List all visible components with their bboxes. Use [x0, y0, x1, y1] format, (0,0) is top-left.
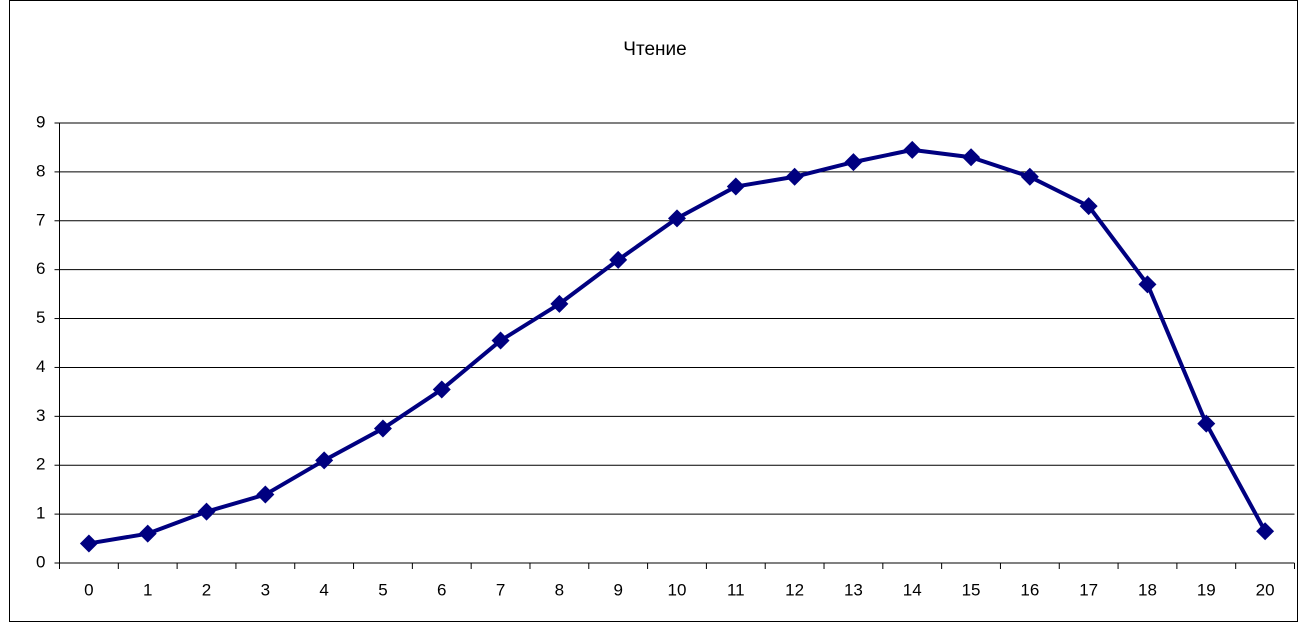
data-marker	[962, 148, 981, 167]
x-tick-label: 20	[1256, 580, 1275, 599]
x-tick-label: 0	[84, 580, 93, 599]
chart-border	[9, 0, 1298, 622]
data-marker	[785, 167, 804, 186]
x-tick-label: 9	[613, 580, 622, 599]
data-marker	[726, 177, 745, 196]
data-marker	[609, 250, 628, 269]
x-tick-label: 10	[668, 580, 687, 599]
y-tick-label: 5	[36, 308, 45, 327]
x-tick-label: 7	[496, 580, 505, 599]
data-marker	[138, 524, 157, 543]
data-marker	[256, 485, 275, 504]
data-marker	[79, 534, 98, 553]
data-marker	[1020, 167, 1039, 186]
y-tick-label: 2	[36, 455, 45, 474]
data-marker	[1138, 275, 1157, 294]
data-marker	[668, 209, 686, 228]
x-tick-label: 18	[1138, 580, 1157, 599]
x-tick-label: 14	[903, 580, 922, 599]
y-tick-label: 8	[36, 161, 45, 180]
x-tick-label: 2	[202, 580, 211, 599]
x-tick-label: 16	[1020, 580, 1039, 599]
y-tick-label: 6	[36, 259, 45, 278]
x-tick-label: 3	[261, 580, 270, 599]
data-marker	[491, 331, 510, 350]
data-marker	[373, 419, 392, 438]
data-marker	[903, 140, 922, 159]
x-tick-label: 12	[785, 580, 804, 599]
data-marker	[1197, 414, 1216, 433]
x-tick-label: 8	[555, 580, 564, 599]
x-tick-label: 11	[727, 580, 745, 599]
data-marker	[844, 153, 863, 172]
x-tick-label: 13	[844, 580, 863, 599]
x-tick-label: 19	[1197, 580, 1216, 599]
x-tick-label: 1	[143, 580, 152, 599]
x-tick-label: 17	[1079, 580, 1098, 599]
data-marker	[432, 380, 451, 399]
x-tick-label: 5	[378, 580, 387, 599]
y-tick-label: 9	[36, 112, 45, 131]
y-tick-label: 3	[36, 406, 45, 425]
y-tick-label: 4	[36, 357, 45, 376]
y-tick-label: 7	[36, 210, 45, 229]
x-tick-label: 6	[437, 580, 446, 599]
data-marker	[197, 502, 216, 521]
data-marker	[315, 451, 334, 470]
y-tick-label: 0	[36, 552, 45, 571]
y-tick-label: 1	[36, 504, 45, 523]
data-marker	[1256, 522, 1275, 541]
x-tick-label: 4	[319, 580, 328, 599]
chart-title: Чтение	[623, 39, 686, 60]
x-tick-label: 15	[962, 580, 981, 599]
data-marker	[1079, 197, 1098, 216]
data-marker	[550, 294, 569, 313]
